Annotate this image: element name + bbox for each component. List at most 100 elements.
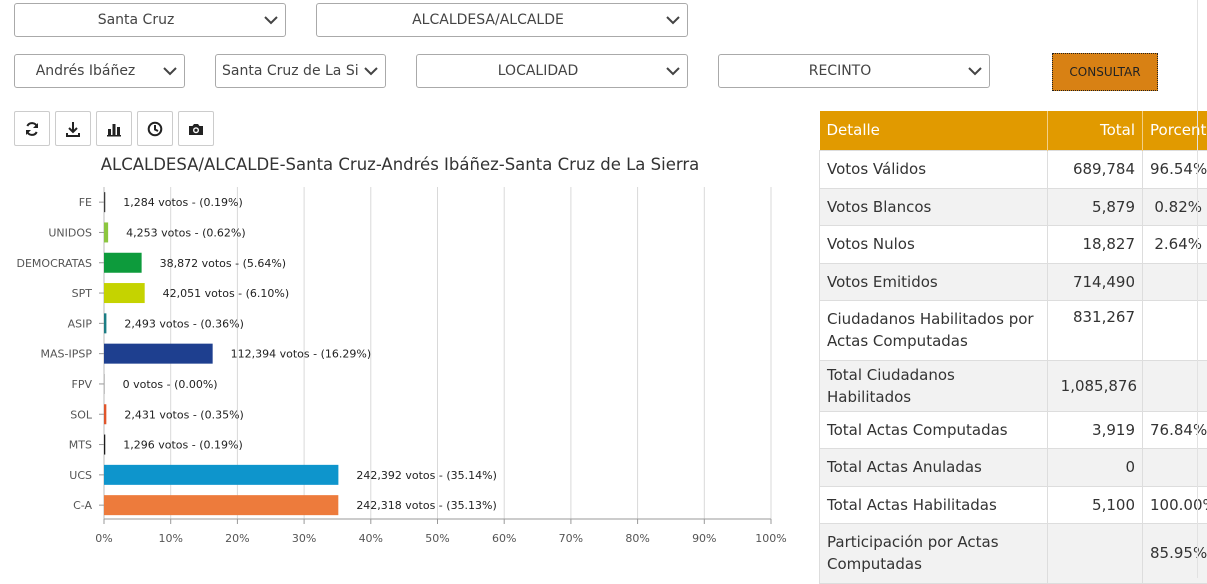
table-row: Total Actas Habilitadas 5,100 100.00% <box>820 486 1207 523</box>
data-label: 1,284 votos - (0.19%) <box>123 196 243 209</box>
recinto-value: RECINTO <box>719 55 961 87</box>
refresh-button[interactable] <box>14 111 50 146</box>
provincia-value: Andrés Ibáñez <box>15 55 156 87</box>
results-table: Detalle Total Porcentaje Votos Válidos 6… <box>819 111 1207 584</box>
row-total: 5,879 <box>1048 188 1143 225</box>
cargo-value: ALCALDESA/ALCALDE <box>317 4 659 36</box>
departamento-select[interactable]: Santa Cruz <box>14 3 286 37</box>
category-label: UCS <box>69 469 92 482</box>
row-label: Votos Válidos <box>820 150 1048 188</box>
category-label: SPT <box>72 287 93 300</box>
row-label: Votos Blancos <box>820 188 1048 225</box>
table-row: Ciudadanos Habilitados por Actas Computa… <box>820 300 1207 360</box>
data-label: 42,051 votos - (6.10%) <box>163 287 290 300</box>
data-label: 38,872 votos - (5.64%) <box>160 257 287 270</box>
row-label: Total Actas Computadas <box>820 411 1048 448</box>
row-label: Total Actas Anuladas <box>820 448 1048 486</box>
category-label: UNIDOS <box>48 226 92 239</box>
row-total: 3,919 <box>1048 411 1143 448</box>
data-label: 242,392 votos - (35.14%) <box>356 469 497 482</box>
data-label: 2,493 votos - (0.36%) <box>124 317 244 330</box>
cargo-select[interactable]: ALCALDESA/ALCALDE <box>316 3 688 37</box>
category-label: C-A <box>73 499 92 512</box>
row-total: 831,267 <box>1048 300 1143 360</box>
data-label: 112,394 votos - (16.29%) <box>231 348 372 361</box>
row-label: Votos Nulos <box>820 225 1048 263</box>
bar <box>104 283 145 303</box>
bar <box>104 374 105 394</box>
chevron-down-icon <box>162 64 178 78</box>
download-icon <box>65 121 81 137</box>
category-label: DEMOCRATAS <box>17 257 93 270</box>
bar <box>104 404 106 424</box>
departamento-value: Santa Cruz <box>15 4 257 36</box>
bar <box>104 495 338 515</box>
row-label: Participación por Actas Computadas <box>820 523 1048 583</box>
row-total: 714,490 <box>1048 263 1143 300</box>
row-total: 18,827 <box>1048 225 1143 263</box>
table-row: Total Ciudadanos Habilitados 1,085,876 <box>820 360 1207 411</box>
municipio-value: Santa Cruz de La Sierra <box>222 55 359 87</box>
data-label: 242,318 votos - (35.13%) <box>356 499 497 512</box>
header-detalle: Detalle <box>820 111 1048 150</box>
row-total: 1,085,876 <box>1048 360 1143 411</box>
category-label: MAS-IPSP <box>41 348 93 361</box>
consultar-button[interactable]: CONSULTAR <box>1052 53 1158 91</box>
x-tick-label: 0% <box>95 532 112 545</box>
bar <box>104 253 142 273</box>
table-row: Votos Emitidos 714,490 <box>820 263 1207 300</box>
row-label: Votos Emitidos <box>820 263 1048 300</box>
row-total: 689,784 <box>1048 150 1143 188</box>
table-row: Votos Válidos 689,784 96.54% <box>820 150 1207 188</box>
chevron-down-icon <box>263 13 279 27</box>
x-tick-label: 10% <box>158 532 182 545</box>
refresh-icon <box>24 121 40 137</box>
x-tick-label: 30% <box>292 532 316 545</box>
table-row: Total Actas Computadas 3,919 76.84% <box>820 411 1207 448</box>
bar-chart-icon <box>106 121 122 137</box>
category-label: FPV <box>72 378 93 391</box>
download-button[interactable] <box>55 111 91 146</box>
table-header-row: Detalle Total Porcentaje <box>820 111 1207 150</box>
chart-type-button[interactable] <box>96 111 132 146</box>
bar <box>104 192 105 212</box>
category-label: ASIP <box>68 317 93 330</box>
municipio-select[interactable]: Santa Cruz de La Sierra <box>215 54 386 88</box>
provincia-select[interactable]: Andrés Ibáñez <box>14 54 185 88</box>
data-label: 1,296 votos - (0.19%) <box>123 439 243 452</box>
screenshot-button[interactable] <box>178 111 214 146</box>
header-total: Total <box>1048 111 1143 150</box>
chevron-down-icon <box>665 13 681 27</box>
recinto-select[interactable]: RECINTO <box>718 54 990 88</box>
category-label: FE <box>79 196 92 209</box>
table-row: Votos Blancos 5,879 0.82% <box>820 188 1207 225</box>
x-tick-label: 40% <box>359 532 383 545</box>
localidad-select[interactable]: LOCALIDAD <box>416 54 688 88</box>
chevron-down-icon <box>363 64 379 78</box>
chart-title: ALCALDESA/ALCALDE-Santa Cruz-Andrés Ibáñ… <box>0 155 800 174</box>
row-label: Total Actas Habilitadas <box>820 486 1048 523</box>
x-tick-label: 50% <box>425 532 449 545</box>
x-tick-label: 20% <box>225 532 249 545</box>
camera-icon <box>188 121 204 137</box>
x-tick-label: 100% <box>755 532 786 545</box>
bar <box>104 222 108 242</box>
bar <box>104 465 338 485</box>
bar <box>104 344 213 364</box>
row-label: Ciudadanos Habilitados por Actas Computa… <box>820 300 1048 360</box>
chevron-down-icon <box>967 64 983 78</box>
row-label: Total Ciudadanos Habilitados <box>820 360 1048 411</box>
clock-icon <box>147 121 163 137</box>
table-row: Participación por Actas Computadas 85.95… <box>820 523 1207 583</box>
row-total: 5,100 <box>1048 486 1143 523</box>
history-button[interactable] <box>137 111 173 146</box>
chevron-down-icon <box>665 64 681 78</box>
data-label: 0 votos - (0.00%) <box>123 378 218 391</box>
data-label: 2,431 votos - (0.35%) <box>124 408 244 421</box>
x-tick-label: 70% <box>559 532 583 545</box>
localidad-value: LOCALIDAD <box>417 55 659 87</box>
scrollbar[interactable] <box>1197 0 1198 578</box>
table-row: Votos Nulos 18,827 2.64% <box>820 225 1207 263</box>
category-label: SOL <box>70 408 93 421</box>
